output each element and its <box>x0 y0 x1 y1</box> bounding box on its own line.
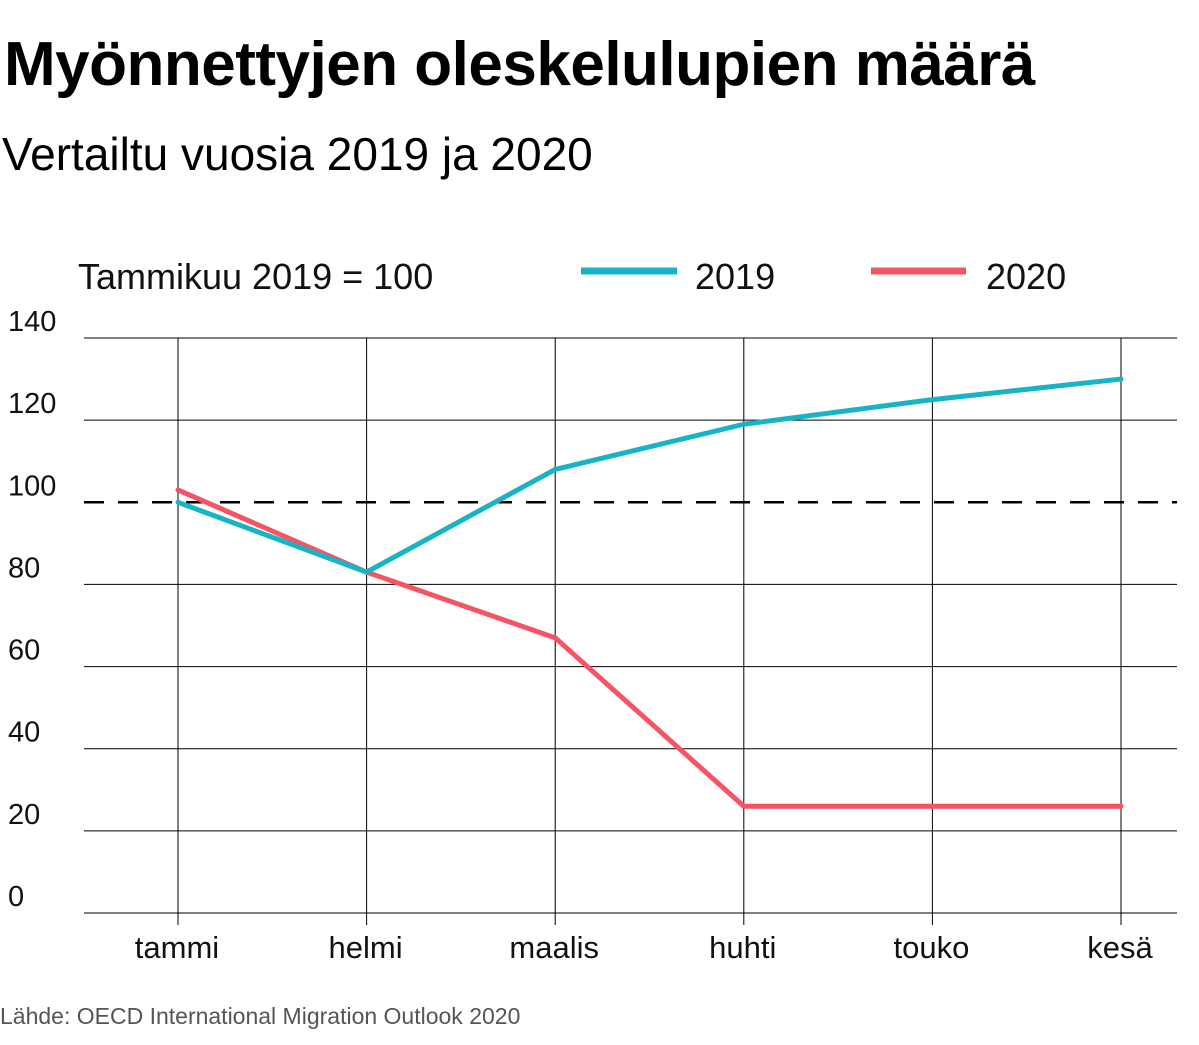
data-point-2019-maalis <box>552 466 558 472</box>
series-line-2019 <box>177 376 1122 575</box>
y-tick-label-20: 20 <box>8 799 40 831</box>
source-note: Lähde: OECD International Migration Outl… <box>0 1003 521 1029</box>
x-tick-label-helmi: helmi <box>329 930 403 965</box>
chart-title: Myönnettyjen oleskelulupien määrä <box>4 30 1035 99</box>
y-tick-label-140: 140 <box>8 306 56 338</box>
legend: Tammikuu 2019 = 100 2019 2020 <box>78 256 1066 297</box>
legend-label-2019: 2019 <box>695 256 775 297</box>
y-tick-label-100: 100 <box>8 470 56 502</box>
y-tick-label-80: 80 <box>8 552 40 584</box>
series-layer <box>175 376 1124 809</box>
y-tick-label-120: 120 <box>8 388 56 420</box>
data-point-2020-tammi <box>175 487 181 493</box>
data-point-2020-touko <box>929 803 935 809</box>
legend-note: Tammikuu 2019 = 100 <box>78 256 433 297</box>
line-chart: 0 20 40 60 80 100 120 140 tammi helmi maalis huhti t… <box>8 256 1177 965</box>
data-point-2019-kesä <box>1118 376 1124 382</box>
x-tick-label-huhti: huhti <box>709 930 776 965</box>
axis-labels: 0 20 40 60 80 100 120 140 tammi helmi maalis huhti t… <box>8 306 1153 965</box>
data-point-2019-tammi <box>175 499 181 505</box>
x-tick-label-tammi: tammi <box>135 930 219 965</box>
series-line-2020 <box>177 487 1121 809</box>
chart-subtitle: Vertailtu vuosia 2019 ja 2020 <box>2 128 593 180</box>
y-tick-label-60: 60 <box>8 635 40 667</box>
data-point-2020-huhti <box>741 803 747 809</box>
x-tick-label-maalis: maalis <box>509 930 599 965</box>
data-point-2020-maalis <box>552 635 558 641</box>
x-tick-label-touko: touko <box>893 930 969 965</box>
x-tick-label-kesä: kesä <box>1087 930 1153 965</box>
data-point-2020-kesä <box>1118 803 1124 809</box>
legend-label-2020: 2020 <box>986 256 1066 297</box>
data-point-2019-helmi <box>364 569 370 575</box>
grid-lines <box>84 337 1177 925</box>
y-tick-label-0: 0 <box>8 881 24 913</box>
y-tick-label-40: 40 <box>8 717 40 749</box>
data-point-2019-touko <box>929 397 935 403</box>
data-point-2019-huhti <box>741 421 747 427</box>
